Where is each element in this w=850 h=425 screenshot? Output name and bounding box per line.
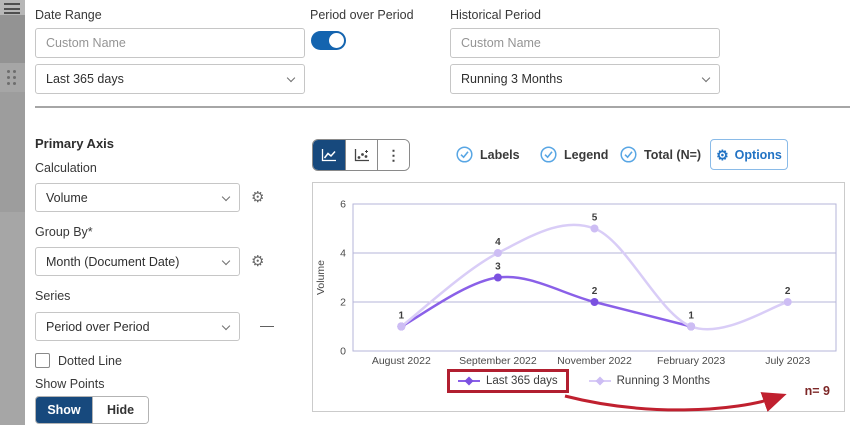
chevron-down-icon [221, 256, 231, 266]
svg-text:February 2023: February 2023 [657, 355, 725, 367]
chart-type-button-group: ⋮ [312, 139, 410, 171]
calculation-label: Calculation [35, 161, 97, 175]
legend-marker-icon [458, 376, 481, 386]
gear-icon: ⚙ [716, 146, 729, 163]
check-circle-icon [620, 146, 637, 163]
calculation-select[interactable]: Volume [35, 183, 240, 212]
line-chart[interactable]: 0 2 4 6 Volume August 2022 September 2022 Novem… [313, 183, 844, 369]
svg-text:September 2022: September 2022 [459, 355, 537, 367]
hide-button[interactable]: Hide [92, 397, 148, 423]
legend-item-label: Running 3 Months [616, 375, 710, 387]
svg-text:5: 5 [592, 213, 598, 224]
legend-toggle[interactable]: Legend [540, 146, 608, 163]
chevron-down-icon [701, 73, 711, 83]
primary-axis-title: Primary Axis [35, 136, 115, 151]
hamburger-icon[interactable] [4, 3, 20, 17]
historical-period-select-value: Running 3 Months [461, 72, 563, 86]
svg-text:0: 0 [340, 346, 346, 358]
legend-item-label: Last 365 days [486, 375, 558, 387]
group-by-gear-icon[interactable]: ⚙ [251, 253, 265, 270]
svg-text:3: 3 [495, 262, 501, 273]
labels-toggle-label: Labels [480, 147, 520, 162]
section-divider [35, 106, 850, 108]
series-select-value: Period over Period [46, 319, 150, 334]
check-circle-icon [540, 146, 557, 163]
point-chart-icon[interactable] [345, 140, 377, 170]
labels-toggle[interactable]: Labels [456, 146, 520, 163]
show-points-label: Show Points [35, 377, 105, 391]
legend-toggle-label: Legend [564, 147, 609, 162]
legend-item[interactable]: Running 3 Months [588, 375, 710, 387]
historical-period-name-input[interactable] [450, 28, 720, 58]
options-button[interactable]: ⚙ Options [710, 139, 788, 170]
svg-text:July 2023: July 2023 [765, 355, 810, 367]
date-range-select-value: Last 365 days [46, 72, 124, 86]
series-select[interactable]: Period over Period [35, 312, 240, 341]
legend-marker-icon [588, 376, 611, 386]
svg-text:2: 2 [592, 286, 598, 297]
total-n-toggle[interactable]: Total (N=) [620, 146, 701, 163]
svg-text:1: 1 [688, 311, 694, 322]
chevron-down-icon [221, 192, 231, 202]
options-button-label: Options [734, 147, 782, 162]
date-range-select[interactable]: Last 365 days [35, 64, 305, 94]
rail-segment [0, 15, 25, 63]
series-label: Series [35, 289, 71, 303]
toggle-knob [329, 33, 344, 48]
left-rail [0, 0, 25, 425]
chevron-down-icon [286, 73, 296, 83]
show-points-segmented: Show Hide [35, 396, 149, 424]
historical-period-select[interactable]: Running 3 Months [450, 64, 720, 94]
kebab-menu-icon[interactable]: ⋮ [377, 140, 409, 170]
svg-text:6: 6 [340, 199, 346, 211]
svg-text:4: 4 [340, 248, 346, 260]
total-n-value: n= 9 [804, 384, 830, 398]
legend-item[interactable]: Last 365 days [447, 369, 569, 393]
date-range-name-input[interactable] [35, 28, 305, 58]
drag-handle-icon[interactable] [7, 70, 16, 85]
svg-text:August 2022: August 2022 [372, 355, 431, 367]
group-by-select[interactable]: Month (Document Date) [35, 247, 240, 276]
svg-text:November 2022: November 2022 [557, 355, 632, 367]
rail-segment [0, 92, 25, 212]
svg-text:4: 4 [495, 237, 501, 248]
check-circle-icon [456, 146, 473, 163]
chart-panel: 0 2 4 6 Volume August 2022 September 2022 Novem… [312, 182, 845, 412]
period-over-period-toggle[interactable] [311, 31, 346, 50]
group-by-select-value: Month (Document Date) [46, 254, 180, 269]
chevron-down-icon [221, 321, 231, 331]
group-by-label: Group By* [35, 225, 93, 239]
svg-text:2: 2 [340, 297, 346, 309]
svg-text:1: 1 [399, 311, 405, 322]
historical-period-label: Historical Period [450, 8, 542, 22]
svg-text:Volume: Volume [315, 260, 327, 295]
calculation-gear-icon[interactable]: ⚙ [251, 189, 265, 206]
date-range-label: Date Range [35, 8, 102, 22]
chart-legend: Last 365 days Running 3 Months [313, 369, 844, 393]
show-button[interactable]: Show [36, 397, 92, 423]
period-over-period-label: Period over Period [310, 8, 414, 22]
dotted-line-checkbox[interactable] [35, 353, 50, 368]
calculation-select-value: Volume [46, 190, 88, 205]
line-chart-icon[interactable] [313, 140, 345, 170]
remove-series-icon[interactable]: — [260, 317, 274, 333]
total-n-toggle-label: Total (N=) [644, 147, 702, 162]
dotted-line-label: Dotted Line [58, 354, 122, 368]
svg-text:2: 2 [785, 286, 791, 297]
